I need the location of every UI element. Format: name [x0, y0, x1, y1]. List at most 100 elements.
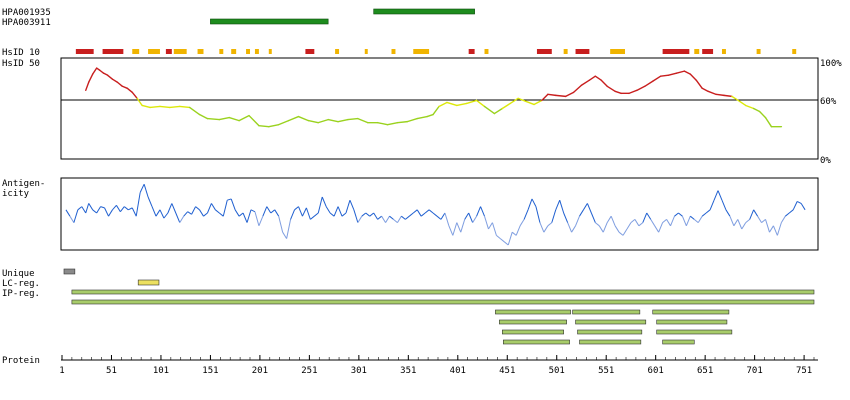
antigenicity-line-segment [563, 212, 569, 223]
ip-region-bar [575, 319, 647, 325]
antigenicity-label-line2: icity [2, 189, 30, 199]
antigenicity-line-segment [230, 198, 236, 210]
antigenicity-line-segment [206, 203, 212, 214]
hsid50-line-segment [752, 107, 761, 113]
hsid50-line-segment [659, 74, 670, 77]
hsid50-line-segment [121, 85, 129, 90]
hsid10-segment-22 [575, 49, 590, 54]
hsid50-line-segment [483, 105, 496, 115]
antigenicity-line-segment [519, 219, 525, 227]
antigenicity-line-segment [215, 209, 220, 214]
antigenicity-line-segment [472, 215, 478, 223]
antigenicity-line-segment [769, 225, 774, 233]
antigenicity-line-segment [227, 198, 232, 201]
antigenicity-line-segment [444, 212, 450, 226]
antigenicity-line-segment [503, 241, 509, 246]
hsid50-line-segment [758, 110, 767, 119]
antigenicity-line-segment [507, 232, 513, 246]
antigenicity-line-segment [780, 215, 786, 223]
antigenicity-line-segment [595, 222, 600, 227]
antigenicity-line-segment [460, 219, 466, 233]
hsid50-line-segment [357, 117, 369, 124]
hsid50-line-segment [416, 115, 428, 120]
hsid10-segment-15 [364, 49, 368, 54]
antigenicity-line-segment [776, 222, 782, 236]
antigenicity-label-line1: Antigen- [2, 179, 45, 189]
antibody-label-1: HPA001935 [2, 8, 51, 18]
hsid50-line-segment [136, 97, 143, 107]
antigenicity-line-segment [547, 222, 553, 227]
antigenicity-line-segment [424, 209, 430, 214]
axis-tick-label: 551 [598, 366, 614, 376]
hsid50-line-segment [745, 104, 755, 110]
ip-region-bar [662, 339, 695, 345]
axis-tick-label: 1 [59, 366, 64, 376]
lc-region-bar [137, 279, 160, 286]
unique-label: Unique [2, 269, 35, 279]
antigenicity-line-segment [329, 212, 335, 217]
antigenicity-line-segment [515, 225, 521, 236]
antigenicity-line-segment [108, 209, 113, 217]
antigenicity-line-segment [325, 206, 331, 214]
hsid50-line-segment [131, 91, 138, 100]
antigenicity-line-segment [349, 200, 355, 210]
antigenicity-line-segment [282, 231, 288, 239]
axis-tick-label: 351 [400, 366, 416, 376]
hsid50-line-segment [493, 107, 504, 115]
hsid50-line-segment [715, 93, 725, 97]
antigenicity-line-segment [737, 219, 743, 230]
hsid50-line-segment [198, 113, 209, 120]
antigenicity-line-segment [305, 207, 311, 220]
antigenicity-line-segment [697, 215, 703, 223]
antigenicity-line-segment [579, 209, 584, 217]
antigenicity-line-segment [590, 212, 596, 223]
antigenicity-line-segment [555, 200, 561, 210]
hsid50-line-segment [555, 94, 567, 98]
antigenicity-line-segment [606, 215, 612, 223]
ip-region-bar [579, 339, 642, 345]
antigenicity-line-segment [480, 206, 485, 217]
hsid50-line-segment [564, 91, 575, 98]
antigenicity-line-segment [353, 209, 359, 223]
antigenicity-line-segment [266, 206, 272, 214]
antigenicity-line-segment [491, 222, 497, 236]
antigenicity-line-segment [792, 201, 798, 211]
antigenicity-line-segment [539, 222, 545, 233]
hsid50-line-segment [533, 99, 543, 106]
antigenicity-line-segment [246, 209, 252, 223]
antigenicity-line-segment [693, 219, 699, 223]
hsid50-line-segment [707, 90, 717, 96]
hsid50-frame [60, 57, 819, 160]
antigenicity-line-segment [321, 196, 327, 207]
antigenicity-frame [60, 177, 819, 251]
hsid50-line-segment [159, 105, 171, 109]
hsid50-line-segment [85, 81, 90, 92]
hsid10-segment-29 [792, 49, 797, 54]
antigenicity-line-segment [191, 206, 197, 215]
hsid50-line-segment [525, 100, 535, 106]
antigenicity-line-segment [559, 200, 565, 214]
hsid50-line-segment [116, 81, 124, 87]
antigenicity-line-segment [155, 209, 161, 217]
antigenicity-line-segment [753, 209, 759, 217]
ip-region-bar [656, 329, 733, 335]
hsid10-segment-7 [197, 49, 204, 54]
axis-tick-label: 451 [499, 366, 515, 376]
axis-tick-label: 751 [796, 366, 812, 376]
hsid50-line-segment [675, 70, 686, 74]
antigenicity-line-segment [626, 222, 632, 230]
hsid10-segment-4 [148, 49, 160, 54]
hsid50-line-segment [426, 113, 434, 118]
antigenicity-line-segment [69, 215, 75, 223]
antigenicity-line-segment [195, 206, 200, 211]
hsid50-line-segment [723, 94, 733, 98]
antigenicity-line-segment [440, 212, 446, 220]
hsid50-line-segment [327, 118, 339, 123]
antigenicity-line-segment [254, 211, 260, 226]
hsid50-line-segment [701, 87, 709, 93]
hsid50-line-segment [572, 84, 583, 94]
antigenicity-line-segment [464, 212, 470, 220]
hsid50-line-segment [580, 79, 591, 86]
antigenicity-line-segment [784, 212, 790, 217]
hsid10-segment-12 [268, 49, 272, 54]
